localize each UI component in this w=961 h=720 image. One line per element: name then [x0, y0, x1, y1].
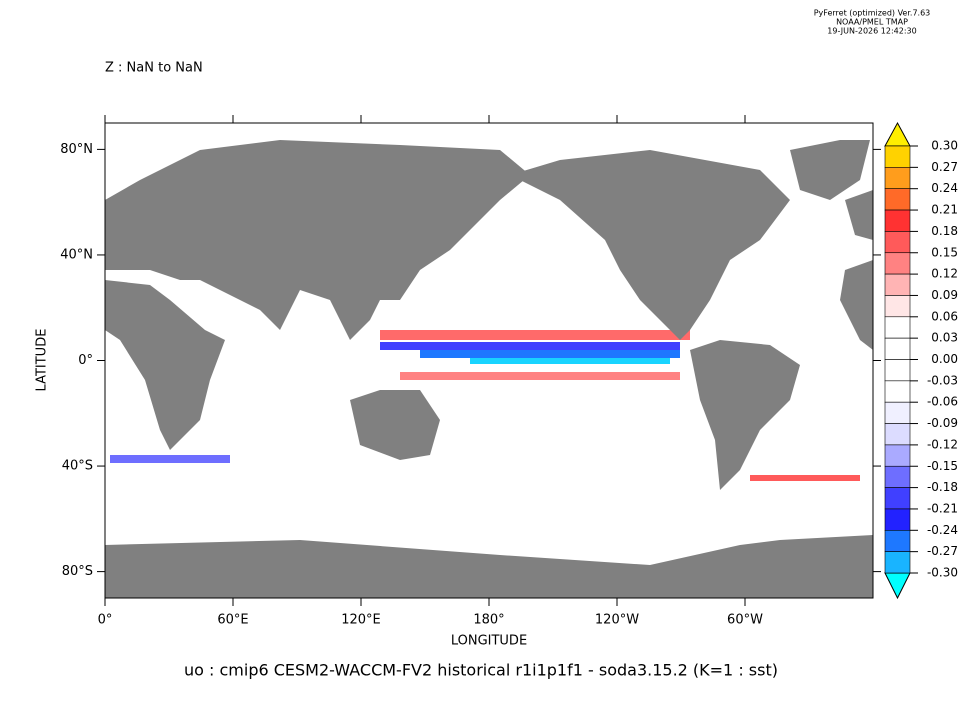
colorbar-segment [884, 167, 911, 190]
colorbar-segment [884, 252, 911, 275]
land [690, 340, 800, 490]
colorbar-label: -0.09 [927, 416, 958, 430]
x-tick-label: 120°E [341, 613, 381, 628]
subtitle: Z : NaN to NaN [105, 61, 203, 76]
colorbar-label: 0.06 [931, 309, 958, 323]
y-tick-label: 80°N [60, 142, 93, 157]
current-band [750, 475, 860, 481]
colorbar-label: 0.09 [931, 288, 958, 302]
colorbar-label: 0.00 [931, 352, 958, 366]
colorbar-segment [884, 188, 911, 211]
x-tick-label: 60°W [727, 613, 763, 628]
colorbar-label: -0.27 [927, 544, 958, 558]
x-tick-label: 180° [473, 613, 504, 628]
colorbar-label: -0.18 [927, 480, 958, 494]
colorbar-label: 0.27 [931, 160, 958, 174]
land [845, 190, 873, 240]
colorbar-segment [884, 337, 911, 360]
map-area [104, 122, 874, 599]
colorbar-segment [884, 529, 911, 552]
colorbar-segment [884, 423, 911, 446]
colorbar-label: 0.18 [931, 224, 958, 238]
colorbar-label: -0.06 [927, 395, 958, 409]
colorbar-label: 0.24 [931, 181, 958, 195]
colorbar-label: -0.12 [927, 437, 958, 451]
y-tick-label: 0° [78, 353, 93, 368]
colorbar: 0.30 0.27 0.24 0.21 0.18 0.15 0.12 0.09 0.06 0.03… [884, 121, 958, 600]
caption: uo : cmip6 CESM2-WACCM-FV2 historical r1… [184, 661, 778, 680]
colorbar-segment [884, 444, 911, 467]
colorbar-segment [884, 295, 911, 318]
colorbar-segment [884, 231, 911, 254]
colorbar-segment [884, 551, 911, 574]
x-axis-label: LONGITUDE [451, 634, 527, 649]
land [840, 260, 873, 350]
colorbar-segment [884, 380, 911, 403]
current-band [380, 342, 680, 350]
land [105, 140, 530, 340]
land [790, 140, 870, 200]
colorbar-triangle [884, 121, 911, 147]
colorbar-label: -0.21 [927, 501, 958, 515]
colorbar-segment [884, 465, 911, 488]
colorbar-label: -0.03 [927, 373, 958, 387]
colorbar-label: -0.30 [927, 566, 958, 580]
colorbar-label: 0.03 [931, 331, 958, 345]
colorbar-label: -0.15 [927, 459, 958, 473]
current-band [420, 350, 680, 358]
colorbar-segment [884, 316, 911, 339]
colorbar-label: -0.24 [927, 523, 958, 537]
current-band [470, 358, 670, 364]
land [510, 150, 790, 340]
colorbar-segment [884, 359, 911, 382]
colorbar-label: 0.30 [931, 139, 958, 153]
colorbar-segment [884, 209, 911, 232]
timestamp: 19-JUN-2026 12:42:30 [827, 27, 916, 36]
colorbar-segment [884, 145, 911, 168]
y-tick-label: 40°N [60, 247, 93, 262]
currents [110, 330, 860, 481]
axes: 0° 60°E 120°E 180° 120°W 60°W 80°N 40°N 0° 40°S 80… [60, 115, 881, 628]
colorbar-segment [884, 487, 911, 510]
current-band [110, 455, 230, 463]
current-band [400, 372, 680, 380]
land [105, 535, 873, 598]
colorbar-segment [884, 273, 911, 296]
org: NOAA/PMEL TMAP [836, 18, 908, 27]
land [350, 390, 440, 460]
current-band [380, 330, 690, 340]
program: PyFerret (optimized) Ver.7.63 [814, 9, 931, 18]
y-axis-label: LATITUDE [35, 329, 50, 392]
colorbar-label: 0.21 [931, 203, 958, 217]
x-tick-label: 120°W [595, 613, 639, 628]
y-tick-label: 40°S [62, 459, 93, 474]
y-tick-label: 80°S [62, 564, 93, 579]
colorbar-segment [884, 401, 911, 424]
colorbar-label: 0.15 [931, 245, 958, 259]
land [105, 280, 225, 450]
x-tick-label: 60°E [217, 613, 248, 628]
colorbar-label: 0.12 [931, 267, 958, 281]
colorbar-triangle [884, 572, 911, 600]
colorbar-segment [884, 508, 911, 531]
x-tick-label: 0° [98, 613, 113, 628]
